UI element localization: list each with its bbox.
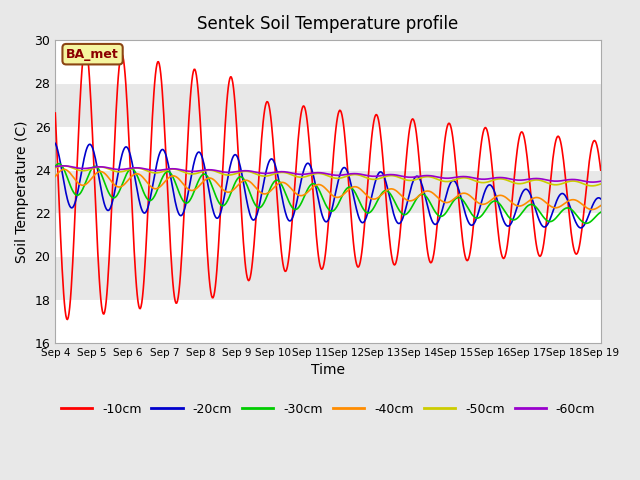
Line: -10cm: -10cm — [55, 47, 601, 320]
-40cm — [395, 190, 403, 196]
-50cm — [62, 163, 70, 169]
-60cm — [202, 167, 210, 173]
-30cm — [597, 209, 605, 215]
Line: -50cm: -50cm — [55, 166, 601, 186]
-50cm — [51, 165, 59, 171]
Title: Sentek Soil Temperature profile: Sentek Soil Temperature profile — [197, 15, 459, 33]
-10cm — [203, 245, 211, 251]
-50cm — [589, 183, 596, 189]
-60cm — [118, 167, 126, 172]
-30cm — [202, 172, 210, 178]
-10cm — [61, 308, 69, 313]
-30cm — [55, 161, 63, 167]
-50cm — [118, 169, 126, 175]
-20cm — [597, 196, 605, 202]
-20cm — [61, 186, 69, 192]
-40cm — [588, 206, 595, 212]
Bar — [55, 213, 601, 256]
-50cm — [202, 168, 210, 173]
-10cm — [51, 110, 59, 116]
-20cm — [202, 168, 209, 174]
X-axis label: Time: Time — [311, 363, 345, 377]
-30cm — [411, 199, 419, 204]
-60cm — [62, 163, 70, 169]
-20cm — [394, 220, 402, 226]
-60cm — [51, 164, 59, 169]
-40cm — [411, 196, 419, 202]
Line: -30cm: -30cm — [55, 164, 601, 223]
-50cm — [173, 167, 181, 173]
-10cm — [412, 125, 419, 131]
-40cm — [62, 167, 70, 173]
-40cm — [597, 203, 605, 208]
Legend: -10cm, -20cm, -30cm, -40cm, -50cm, -60cm: -10cm, -20cm, -30cm, -40cm, -50cm, -60cm — [56, 398, 600, 421]
-40cm — [118, 183, 126, 189]
-50cm — [395, 174, 403, 180]
-20cm — [577, 225, 585, 231]
-10cm — [597, 167, 605, 173]
-40cm — [173, 175, 181, 180]
Bar — [55, 127, 601, 170]
Y-axis label: Soil Temperature (C): Soil Temperature (C) — [15, 120, 29, 263]
-10cm — [119, 53, 127, 59]
-60cm — [597, 179, 605, 184]
-60cm — [173, 166, 181, 172]
-50cm — [411, 177, 419, 183]
-40cm — [51, 174, 59, 180]
-50cm — [60, 163, 67, 169]
-20cm — [51, 141, 59, 146]
-60cm — [411, 174, 419, 180]
-30cm — [62, 171, 70, 177]
Bar — [55, 300, 601, 343]
-50cm — [597, 181, 605, 187]
-60cm — [60, 163, 67, 168]
-10cm — [82, 44, 90, 49]
-40cm — [61, 167, 68, 172]
Line: -20cm: -20cm — [55, 144, 601, 228]
Line: -60cm: -60cm — [55, 166, 601, 182]
-10cm — [63, 317, 71, 323]
-20cm — [173, 205, 180, 211]
-60cm — [589, 179, 596, 185]
-30cm — [173, 185, 181, 191]
-30cm — [395, 207, 403, 213]
-60cm — [395, 173, 403, 179]
Bar — [55, 40, 601, 84]
-20cm — [410, 176, 418, 182]
-10cm — [174, 294, 182, 300]
Text: BA_met: BA_met — [66, 48, 119, 60]
-20cm — [118, 155, 125, 160]
-10cm — [396, 235, 403, 240]
-30cm — [582, 220, 590, 226]
-30cm — [118, 182, 126, 188]
-30cm — [51, 164, 59, 169]
Line: -40cm: -40cm — [55, 169, 601, 209]
-40cm — [202, 176, 210, 182]
